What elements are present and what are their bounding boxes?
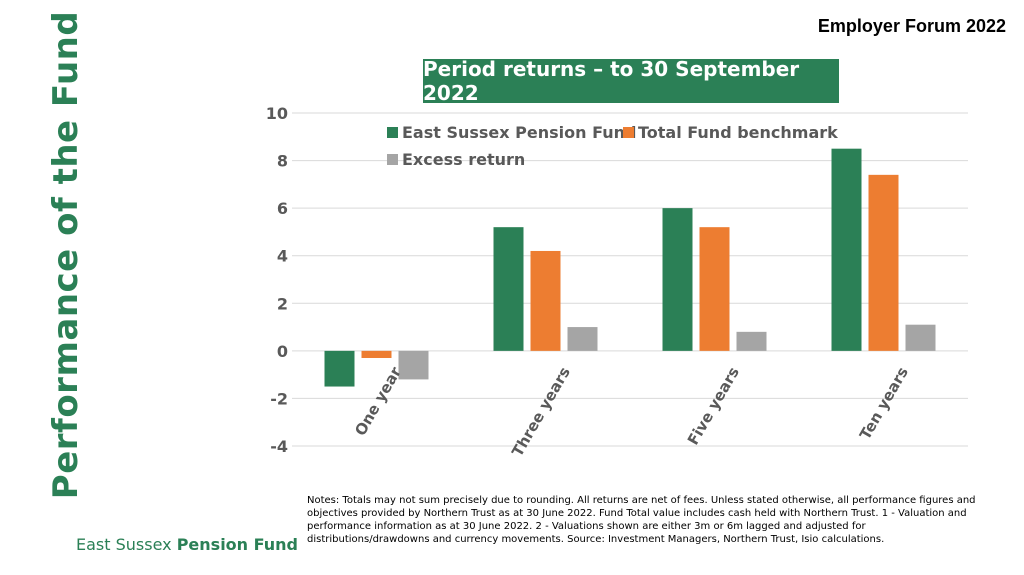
legend-label: Total Fund benchmark <box>638 123 838 142</box>
logo: East Sussex Pension Fund <box>76 535 298 554</box>
y-tick-label: 4 <box>277 247 288 266</box>
bar <box>699 227 730 351</box>
x-axis-labels: One year Three years Five years Ten years <box>351 363 912 459</box>
bars <box>324 148 936 387</box>
bar <box>493 227 524 351</box>
y-tick-label: -2 <box>270 389 288 408</box>
legend-label: Excess return <box>402 150 525 169</box>
bar <box>905 324 936 351</box>
y-tick-label: -4 <box>270 437 288 456</box>
forum-label: Employer Forum 2022 <box>817 16 1006 36</box>
y-tick-label: 8 <box>277 152 288 171</box>
logo-text-east-sussex: East Sussex <box>76 535 172 554</box>
x-category-label: Three years <box>508 364 574 460</box>
bar-chart: 10 8 6 4 2 0 -2 -4 One year Three years Five year… <box>266 104 968 460</box>
bar <box>831 148 862 351</box>
legend-label: East Sussex Pension Fund <box>402 123 636 142</box>
legend-swatch <box>387 127 398 138</box>
y-axis-ticks: 10 8 6 4 2 0 -2 -4 <box>266 104 288 456</box>
x-category-label: Ten years <box>856 364 912 443</box>
chart-title: Period returns – to 30 September 2022 <box>423 57 839 105</box>
y-tick-label: 10 <box>266 104 288 123</box>
bar <box>324 350 355 387</box>
logo-text-pension-fund: Pension Fund <box>176 535 298 554</box>
legend: East Sussex Pension Fund Total Fund bench… <box>387 123 838 169</box>
y-tick-label: 0 <box>277 342 288 361</box>
y-tick-label: 6 <box>277 199 288 218</box>
x-category-label: One year <box>351 363 405 439</box>
bar <box>530 250 561 351</box>
footnote: Notes: Totals may not sum precisely due … <box>307 495 976 545</box>
bar <box>662 208 693 351</box>
bar <box>361 350 392 358</box>
bar <box>736 331 767 351</box>
x-category-label: Five years <box>684 364 743 448</box>
legend-swatch <box>623 127 634 138</box>
bar <box>567 327 598 351</box>
bar <box>868 174 899 351</box>
bar <box>398 350 429 380</box>
legend-swatch <box>387 154 398 165</box>
y-tick-label: 2 <box>277 294 288 313</box>
